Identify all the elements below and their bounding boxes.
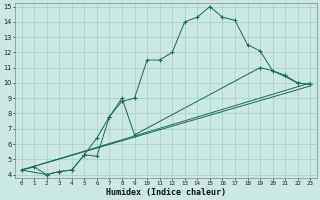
X-axis label: Humidex (Indice chaleur): Humidex (Indice chaleur) [106, 188, 226, 197]
